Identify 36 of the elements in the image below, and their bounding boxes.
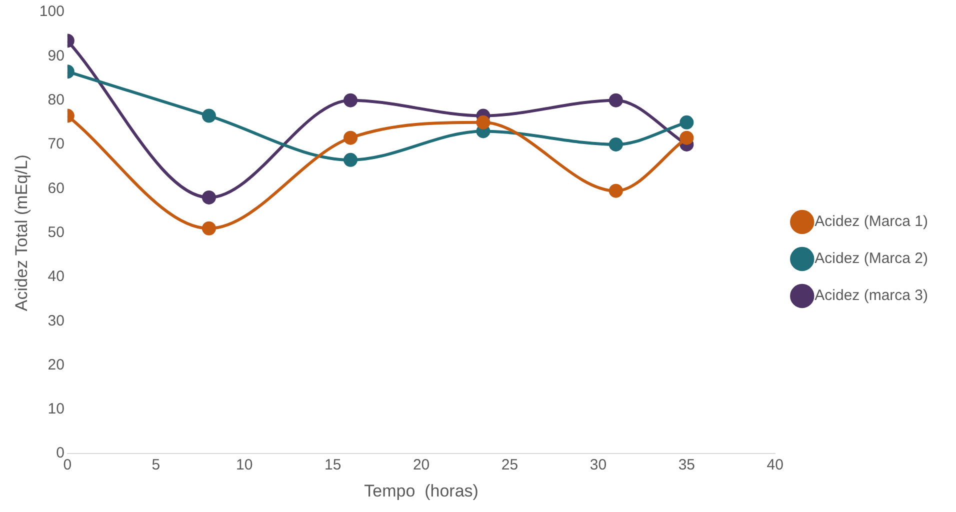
point: [202, 108, 216, 123]
point: [202, 190, 216, 204]
y-tick-label: 100: [39, 3, 64, 20]
x-tick-label: 5: [152, 456, 160, 474]
legend-label: Acidez (marca 3): [814, 287, 928, 304]
y-tick-label: 40: [48, 268, 64, 286]
y-tick-label: 30: [48, 312, 64, 330]
y-tick-label: 10: [48, 400, 64, 418]
x-axis-title: Tempo (horas): [364, 481, 478, 500]
point: [608, 93, 623, 108]
x-tick-label: 25: [501, 456, 518, 474]
x-tick-label: 15: [324, 456, 342, 474]
x-tick-label: 10: [236, 456, 253, 474]
point: [344, 152, 358, 167]
point: [608, 184, 623, 198]
y-tick-label: 70: [48, 136, 64, 153]
x-tick-label: 40: [766, 456, 784, 474]
y-tick-label: 20: [48, 356, 64, 374]
legend-label: Acidez (Marca 2): [814, 250, 928, 268]
y-axis-title: Acidez Total (mEq/L): [12, 154, 31, 312]
x-tick-label: 35: [678, 456, 696, 474]
legend-label: Acidez (Marca 1): [814, 213, 928, 230]
point: [680, 130, 694, 145]
y-tick-label: 0: [56, 444, 64, 462]
y-tick-label: 90: [48, 47, 64, 64]
y-tick-label: 80: [48, 91, 64, 108]
y-tick-label: 50: [48, 224, 64, 241]
point: [202, 221, 216, 236]
y-tick-label: 60: [48, 180, 64, 197]
point: [344, 130, 358, 145]
point: [608, 137, 623, 152]
point: [344, 93, 358, 108]
point: [476, 115, 490, 130]
x-tick-label: 30: [590, 456, 607, 474]
x-tick-label: 20: [412, 456, 430, 474]
point: [680, 115, 694, 130]
